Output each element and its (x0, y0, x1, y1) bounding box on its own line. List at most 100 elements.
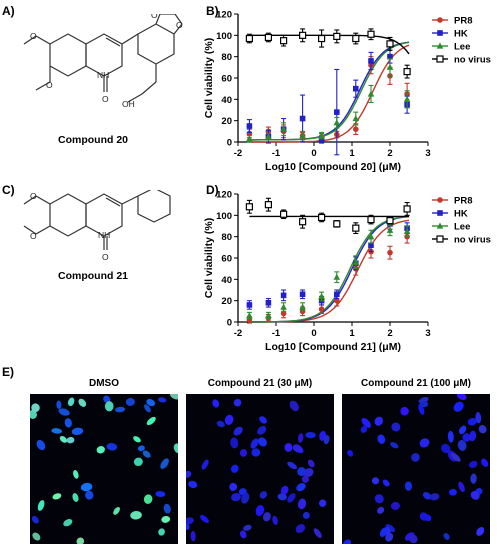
nucleus (258, 437, 267, 447)
nucleus (385, 524, 396, 533)
y-tick-label: 120 (216, 10, 232, 21)
nucleus (64, 418, 72, 428)
nucleus (230, 464, 239, 473)
y-tick-label: 60 (221, 254, 232, 265)
nucleus (303, 468, 314, 478)
nucleus (130, 510, 142, 520)
point-lee (280, 303, 287, 310)
fit-curve-lee (249, 41, 410, 141)
nucleus (31, 403, 40, 413)
nucleus (250, 438, 259, 449)
point-lee (386, 63, 394, 70)
nucleus (146, 416, 156, 426)
point-no-virus (352, 224, 360, 232)
point-no-virus (264, 201, 273, 209)
y-axis-label: Cell viability (%) (203, 218, 215, 299)
point-lee (265, 133, 272, 140)
legend-label: PR8 (454, 196, 472, 207)
nucleus (51, 428, 63, 434)
point-no-virus (245, 203, 254, 211)
nucleus (297, 498, 307, 510)
x-tick-label: 3 (425, 148, 430, 159)
nucleus (323, 435, 330, 445)
point-pr8 (334, 297, 340, 304)
point-pr8 (353, 126, 359, 132)
nucleus (63, 518, 73, 527)
x-tick-label: -1 (272, 148, 281, 159)
nucleus (451, 452, 461, 462)
point-lee (246, 312, 253, 319)
nucleus (307, 459, 315, 468)
nucleus (229, 482, 238, 491)
nucleus (71, 427, 84, 435)
x-tick-label: -2 (234, 328, 242, 339)
svg-text:O: O (30, 31, 37, 41)
svg-text:O: O (102, 252, 109, 262)
svg-text:O: O (30, 191, 37, 201)
nucleus (453, 401, 464, 412)
nucleus (377, 434, 386, 444)
nucleus (297, 467, 306, 477)
legend-label: PR8 (454, 16, 472, 27)
point-hk (368, 58, 374, 64)
micrograph-c21-100 (342, 394, 490, 544)
nucleus (469, 460, 478, 468)
point-hk (353, 85, 359, 92)
point-no-virus (298, 218, 307, 226)
nucleus (142, 450, 151, 458)
nucleus (186, 522, 190, 530)
point-no-virus (264, 33, 273, 42)
point-no-virus (386, 217, 394, 225)
nucleus (284, 443, 293, 452)
nucleus (478, 425, 487, 434)
nucleus (201, 459, 209, 470)
legend-marker (437, 17, 443, 23)
nucleus (212, 399, 220, 408)
point-no-virus (245, 34, 254, 43)
nucleus (390, 501, 400, 510)
nucleus (239, 530, 247, 539)
nucleus (419, 438, 430, 448)
x-axis-label: Log10 [Compound 21] (μM) (265, 341, 401, 353)
compound-20-structure: NH O OH O O O O (23, 14, 183, 109)
y-tick-label: 0 (227, 318, 232, 329)
point-no-virus (333, 32, 341, 40)
nucleus (296, 483, 306, 492)
nucleus (409, 534, 418, 544)
nucleus (469, 430, 477, 442)
nucleus (456, 394, 467, 401)
nucleus (160, 458, 169, 469)
nucleus (186, 517, 194, 525)
point-lee (352, 115, 360, 122)
nucleus (133, 436, 141, 443)
nucleus (259, 416, 267, 424)
nucleus (251, 448, 261, 457)
nucleus (390, 442, 399, 449)
point-pr8 (318, 306, 325, 312)
nucleus (30, 410, 37, 419)
nucleus (233, 398, 242, 407)
point-no-virus (317, 213, 326, 222)
nucleus (67, 397, 75, 407)
nucleus (125, 398, 135, 406)
nucleus (301, 475, 309, 483)
fit-curve-lee (249, 215, 410, 323)
point-lee (386, 226, 394, 233)
y-tick-label: 20 (221, 116, 232, 127)
nucleus (143, 494, 153, 504)
x-tick-label: 2 (387, 148, 392, 159)
legend-marker (436, 222, 444, 229)
point-lee (367, 90, 375, 97)
fit-curve-no-virus (249, 34, 410, 55)
point-hk (334, 109, 340, 115)
svg-text:O: O (176, 20, 183, 30)
x-tick-label: 0 (311, 148, 316, 159)
micro-title-c21-100: Compound 21 (100 μM) (360, 378, 471, 389)
nucleus (76, 537, 85, 544)
nucleus (133, 457, 143, 467)
legend-label: Lee (454, 42, 470, 53)
nucleus (374, 494, 384, 504)
nucleus (137, 445, 145, 452)
nucleus (52, 493, 62, 500)
point-lee (299, 303, 306, 310)
